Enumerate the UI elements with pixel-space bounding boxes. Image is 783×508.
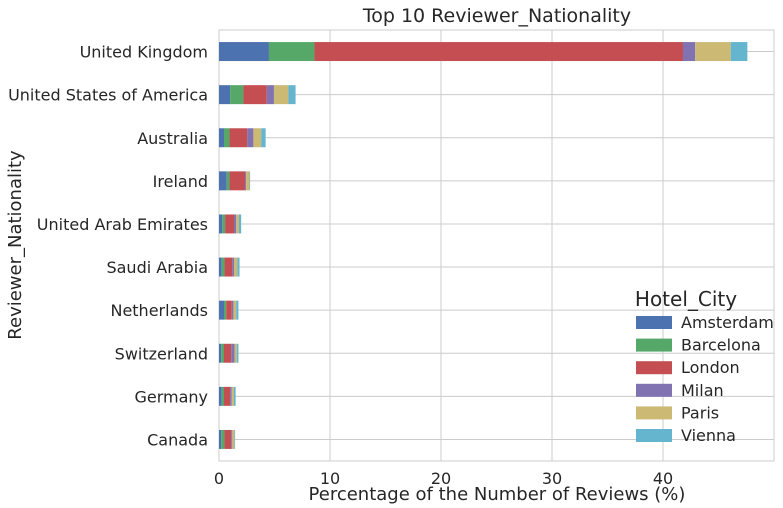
legend-swatch [636, 361, 672, 375]
bar-segment [231, 386, 234, 406]
legend-label: Amsterdam [681, 313, 774, 332]
bar-segment [223, 300, 227, 320]
legend-swatch [636, 338, 672, 352]
bar-segment [219, 85, 231, 105]
bar-segment [682, 42, 696, 62]
x-tick-label: 30 [542, 469, 562, 488]
bar-segment [245, 171, 247, 191]
legend-swatch [636, 383, 672, 397]
bar-segment [224, 429, 232, 449]
bar-segment [247, 128, 254, 148]
bar-segment [695, 42, 731, 62]
bar-segment [232, 429, 235, 449]
bar-segment [226, 171, 230, 191]
legend-label: Barcelona [681, 336, 761, 355]
x-tick-label: 0 [214, 469, 224, 488]
legend-label: Milan [681, 381, 724, 400]
bar-segment [219, 300, 224, 320]
bar-segment [234, 343, 237, 363]
bar-segment [266, 85, 274, 105]
x-tick-label: 40 [653, 469, 673, 488]
bar-segment [223, 343, 232, 363]
y-axis-label: Reviewer_Nationality [5, 150, 26, 340]
y-tick-label: United States of America [8, 86, 208, 105]
bar-segment [261, 128, 266, 148]
bar-segment [314, 42, 683, 62]
y-tick-label: Netherlands [110, 301, 208, 320]
bar-segment [222, 214, 226, 234]
bar-segment [221, 257, 225, 277]
bar-segment [730, 42, 748, 62]
bar-segment [219, 343, 222, 363]
bar-segment [229, 128, 248, 148]
legend-label: Paris [681, 403, 719, 422]
y-tick-label: Australia [137, 129, 208, 148]
legend-label: London [681, 358, 740, 377]
legend-swatch [636, 406, 672, 420]
legend-swatch [636, 316, 672, 329]
y-tick-label: United Kingdom [80, 43, 208, 62]
y-tick-label: Saudi Arabia [106, 258, 208, 277]
bar-segment [233, 386, 236, 406]
bar-segment [236, 300, 239, 320]
bar-segment [225, 214, 234, 234]
y-tick-label: Germany [134, 387, 208, 406]
bar-segment [238, 214, 242, 234]
bar-segment [243, 85, 267, 105]
bar-segment [219, 214, 223, 234]
bar-segment [268, 42, 315, 62]
bar-segment [229, 171, 246, 191]
bar-segment [230, 85, 244, 105]
bar-segment [234, 429, 236, 449]
x-tick-label: 10 [320, 469, 340, 488]
bar-segment [236, 343, 239, 363]
bar-segment [231, 429, 233, 449]
legend-label: Vienna [681, 426, 736, 445]
legend-swatch [636, 429, 672, 442]
x-tick-label: 20 [431, 469, 451, 488]
bar-segment [224, 257, 233, 277]
bar-segment [288, 85, 296, 105]
legend-title: Hotel_City [635, 287, 737, 311]
bar-segment [219, 128, 224, 148]
bar-segment [219, 171, 227, 191]
plot-area [218, 29, 775, 462]
bar-segment [236, 214, 239, 234]
y-tick-label: United Arab Emirates [37, 215, 208, 234]
bar-segment [246, 171, 250, 191]
bar-segment [221, 429, 225, 449]
bar-segment [230, 386, 232, 406]
bar-segment [233, 214, 237, 234]
bar-segment [249, 171, 251, 191]
y-tick-label: Ireland [153, 172, 208, 191]
bar-segment [219, 42, 269, 62]
bar-segment [219, 257, 222, 277]
bar-segment [219, 429, 222, 449]
x-axis-label: Percentage of the Number of Reviews (%) [309, 484, 686, 505]
bar-segment [233, 300, 237, 320]
y-tick-label: Switzerland [115, 344, 208, 363]
bar-segment [226, 300, 232, 320]
bar-segment [273, 85, 289, 105]
bar-segment [219, 386, 222, 406]
bar-segment [237, 257, 240, 277]
y-tick-label: Canada [147, 430, 208, 449]
bar-segment [231, 300, 234, 320]
bar-segment [223, 128, 230, 148]
bar-segment [253, 128, 262, 148]
bar-segment [221, 343, 224, 363]
legend: Hotel_City Amsterdam Barcelona London Milan… [635, 287, 774, 445]
bar-segment [223, 386, 231, 406]
bar-segment [233, 257, 238, 277]
bar-segment [221, 386, 224, 406]
bar-segment [231, 343, 235, 363]
chart-title: Top 10 Reviewer_Nationality [362, 5, 631, 27]
bar-segment [232, 257, 234, 277]
